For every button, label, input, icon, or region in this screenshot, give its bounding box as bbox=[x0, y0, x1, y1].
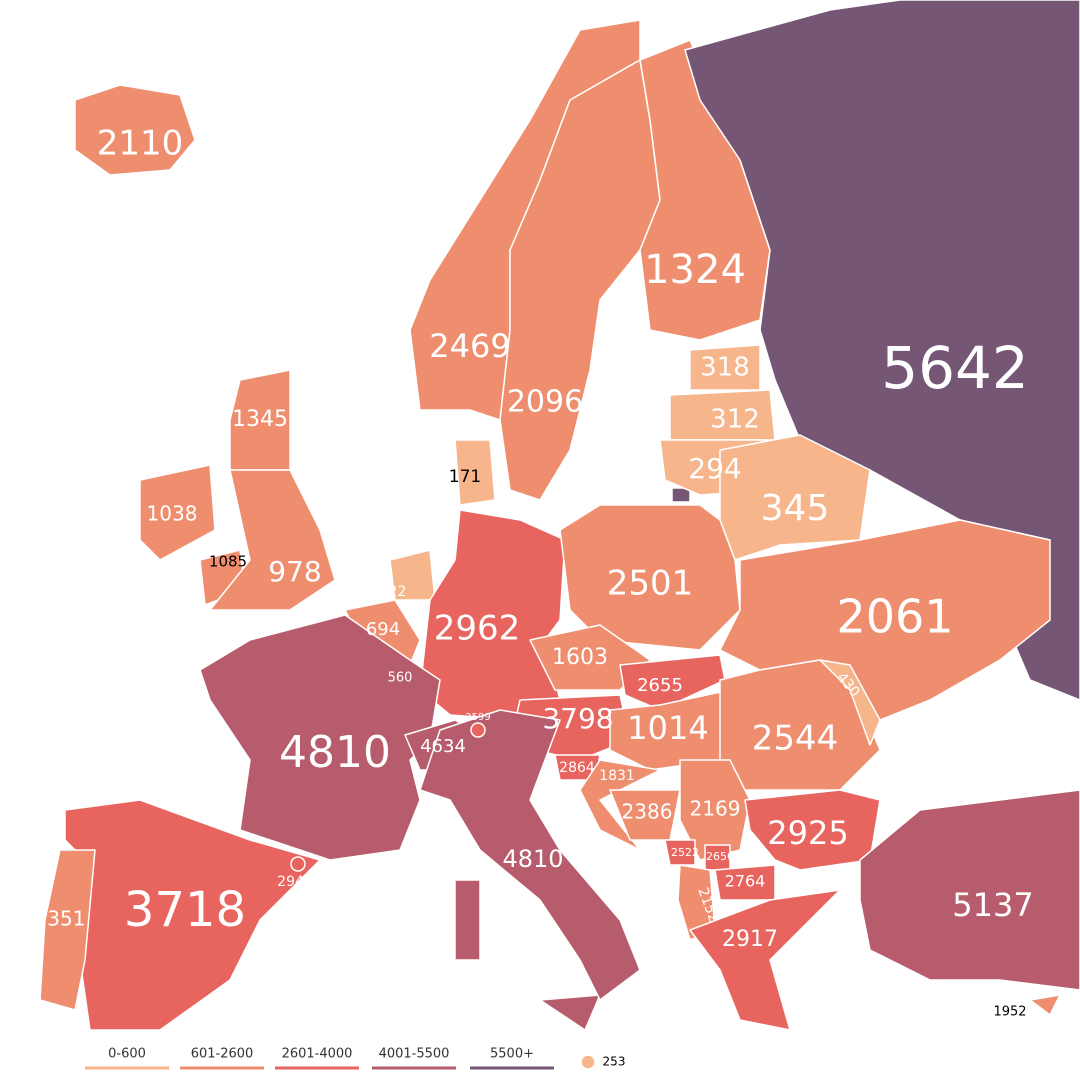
region-label: 1345 bbox=[232, 407, 288, 432]
region-label: 294 bbox=[688, 452, 741, 485]
region-label: 3718 bbox=[124, 882, 246, 938]
region-shape bbox=[719, 519, 1051, 721]
region-label: 2655 bbox=[637, 675, 683, 696]
legend-label: 0-600 bbox=[108, 1047, 146, 1062]
region-shape bbox=[419, 709, 641, 1001]
region-dot bbox=[290, 856, 306, 872]
region-shape bbox=[499, 59, 661, 501]
region-shape bbox=[559, 504, 741, 651]
region-dot bbox=[470, 722, 486, 738]
region-label: 2962 bbox=[434, 609, 521, 649]
region-label: 1038 bbox=[147, 502, 198, 526]
region-label: 1014 bbox=[627, 709, 708, 747]
region-label: 322 bbox=[380, 584, 407, 600]
region-shape bbox=[679, 759, 751, 861]
legend-label: 4001-5500 bbox=[379, 1047, 450, 1062]
region-label: 1831 bbox=[599, 768, 635, 784]
region-shape bbox=[689, 889, 841, 1031]
region-shape bbox=[579, 759, 661, 851]
region-shape bbox=[539, 994, 601, 1031]
region-label: 2544 bbox=[752, 719, 839, 759]
region-label: 4810 bbox=[502, 845, 563, 873]
region-label: 2501 bbox=[607, 564, 694, 604]
region-shape bbox=[619, 654, 726, 711]
region-label: 3798 bbox=[542, 702, 613, 735]
region-shape bbox=[454, 439, 496, 506]
region-label: 2864 bbox=[559, 760, 595, 776]
region-label: 345 bbox=[761, 488, 830, 529]
region-label: 2764 bbox=[725, 872, 766, 891]
region-label: 2061 bbox=[836, 590, 953, 644]
region-label: 2469 bbox=[429, 327, 510, 365]
region-label: 253 bbox=[603, 1055, 626, 1069]
region-label: 1603 bbox=[552, 645, 608, 670]
region-label: 2110 bbox=[97, 124, 184, 164]
region-shape bbox=[819, 659, 881, 746]
region-label: 2942 bbox=[277, 874, 313, 890]
region-shape bbox=[1029, 994, 1061, 1016]
region-label: 171 bbox=[449, 467, 481, 487]
legend-label: 601-2600 bbox=[191, 1047, 254, 1062]
region-label: 318 bbox=[700, 353, 750, 383]
region-label: 2656 bbox=[706, 850, 734, 863]
region-label: 5137 bbox=[952, 886, 1033, 924]
region-shape bbox=[139, 464, 216, 561]
region-shape bbox=[684, 0, 1080, 701]
region-shape bbox=[74, 84, 196, 176]
region-label: 4634 bbox=[420, 736, 466, 757]
region-label: 4810 bbox=[279, 727, 391, 778]
region-label: 2096 bbox=[507, 385, 583, 420]
region-label: 2386 bbox=[622, 800, 673, 824]
region-label: 2522 bbox=[671, 846, 699, 859]
region-label: 694 bbox=[366, 619, 400, 640]
region-label: 1952 bbox=[993, 1005, 1026, 1020]
region-shape bbox=[744, 789, 881, 871]
region-shape bbox=[859, 789, 1080, 991]
region-shape bbox=[209, 469, 336, 611]
region-shape bbox=[199, 614, 441, 861]
region-label: 2925 bbox=[767, 814, 848, 852]
legend-label: 5500+ bbox=[490, 1047, 534, 1062]
region-label: 2351 bbox=[35, 907, 86, 931]
region-label: 2169 bbox=[690, 797, 741, 821]
region-label: 2599 bbox=[465, 712, 490, 723]
region-label: 560 bbox=[388, 671, 413, 686]
region-shape bbox=[664, 839, 696, 866]
region-shape bbox=[39, 849, 96, 1011]
region-shape bbox=[454, 879, 481, 961]
region-label: 5642 bbox=[881, 334, 1029, 402]
legend-label: 2601-4000 bbox=[282, 1047, 353, 1062]
region-label: 978 bbox=[268, 555, 321, 588]
region-label: 2917 bbox=[722, 927, 778, 952]
region-label: 312 bbox=[710, 405, 760, 435]
region-label: 1085 bbox=[209, 553, 247, 571]
region-dot bbox=[580, 1054, 596, 1070]
region-label: 1324 bbox=[644, 247, 746, 293]
